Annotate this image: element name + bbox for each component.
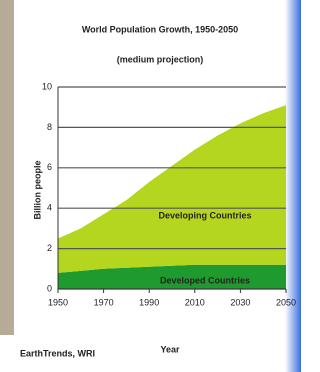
x-tick-label: 1950 (48, 297, 68, 307)
chart-subtitle: (medium projection) (117, 54, 204, 64)
x-tick-label: 2050 (276, 297, 296, 307)
y-tick-label: 6 (47, 162, 52, 172)
series-label: Developing Countries (158, 210, 251, 220)
y-tick-label: 0 (47, 283, 52, 293)
y-tick-label: 8 (47, 122, 52, 132)
chart: World Population Growth, 1950-2050 (medi… (0, 0, 301, 372)
x-tick-label: 2010 (185, 297, 205, 307)
x-tick-label: 1970 (94, 297, 114, 307)
y-tick-label: 10 (42, 81, 52, 91)
y-axis-label: Billion people (32, 160, 42, 219)
chart-title: World Population Growth, 1950-2050 (82, 24, 238, 34)
side-photo (0, 0, 14, 335)
y-tick-label: 2 (47, 243, 52, 253)
source: EarthTrends, WRI (20, 348, 95, 358)
side-edge (285, 0, 301, 372)
series-label: Developed Countries (160, 275, 250, 285)
x-axis-label: Year (160, 344, 180, 354)
y-tick-label: 4 (47, 203, 52, 213)
x-tick-label: 1990 (139, 297, 159, 307)
x-tick-label: 2030 (230, 297, 250, 307)
